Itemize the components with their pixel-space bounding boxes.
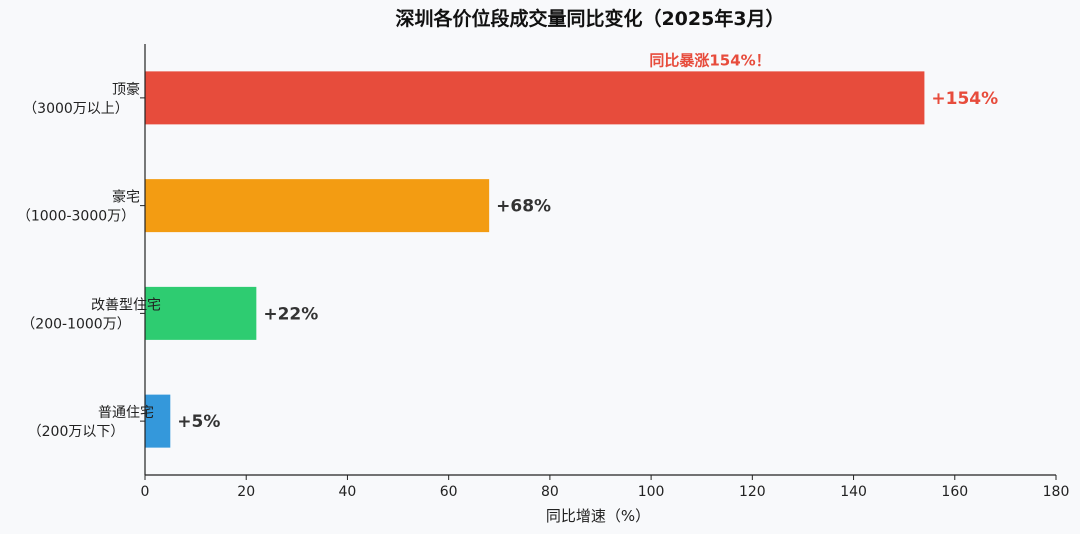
x-axis-label: 同比增速（%） xyxy=(546,507,650,525)
bar xyxy=(145,286,257,340)
data-label: +68% xyxy=(496,197,551,217)
category-label: 改善型住宅 xyxy=(91,297,161,313)
data-label: +22% xyxy=(263,304,318,324)
x-tick-label: 40 xyxy=(339,484,357,500)
x-tick-label: 180 xyxy=(1043,484,1070,500)
x-tick-label: 140 xyxy=(840,484,867,500)
category-sublabel: （200万以下） xyxy=(28,424,125,440)
x-tick-label: 100 xyxy=(638,484,665,500)
bar xyxy=(145,179,490,233)
bars-group: +154% +68% +22% +5% 同比暴涨154%！ xyxy=(145,51,998,448)
x-tick-label: 120 xyxy=(739,484,766,500)
category-label: 豪宅 xyxy=(112,190,140,206)
category-label: 顶豪 xyxy=(112,82,140,98)
data-label: +5% xyxy=(177,412,220,432)
x-tick-label: 0 xyxy=(141,484,150,500)
x-tick-label: 80 xyxy=(541,484,559,500)
category-label: 普通住宅 xyxy=(98,405,154,421)
chart-title: 深圳各价位段成交量同比变化（2025年3月） xyxy=(395,7,784,30)
x-tick-label: 60 xyxy=(440,484,458,500)
axes-group: 顶豪 （3000万以上） 豪宅 （1000-3000万） 改善型住宅 （200-1000万… xyxy=(17,44,1070,500)
annotation: 同比暴涨154%！ xyxy=(649,51,770,69)
x-tick-label: 20 xyxy=(237,484,255,500)
bar xyxy=(145,394,171,448)
data-label: +154% xyxy=(931,89,998,109)
category-sublabel: （1000-3000万） xyxy=(17,209,135,225)
x-tick-label: 160 xyxy=(941,484,968,500)
category-sublabel: （200-1000万） xyxy=(21,316,130,332)
category-sublabel: （3000万以上） xyxy=(23,101,129,117)
bar xyxy=(145,71,925,125)
